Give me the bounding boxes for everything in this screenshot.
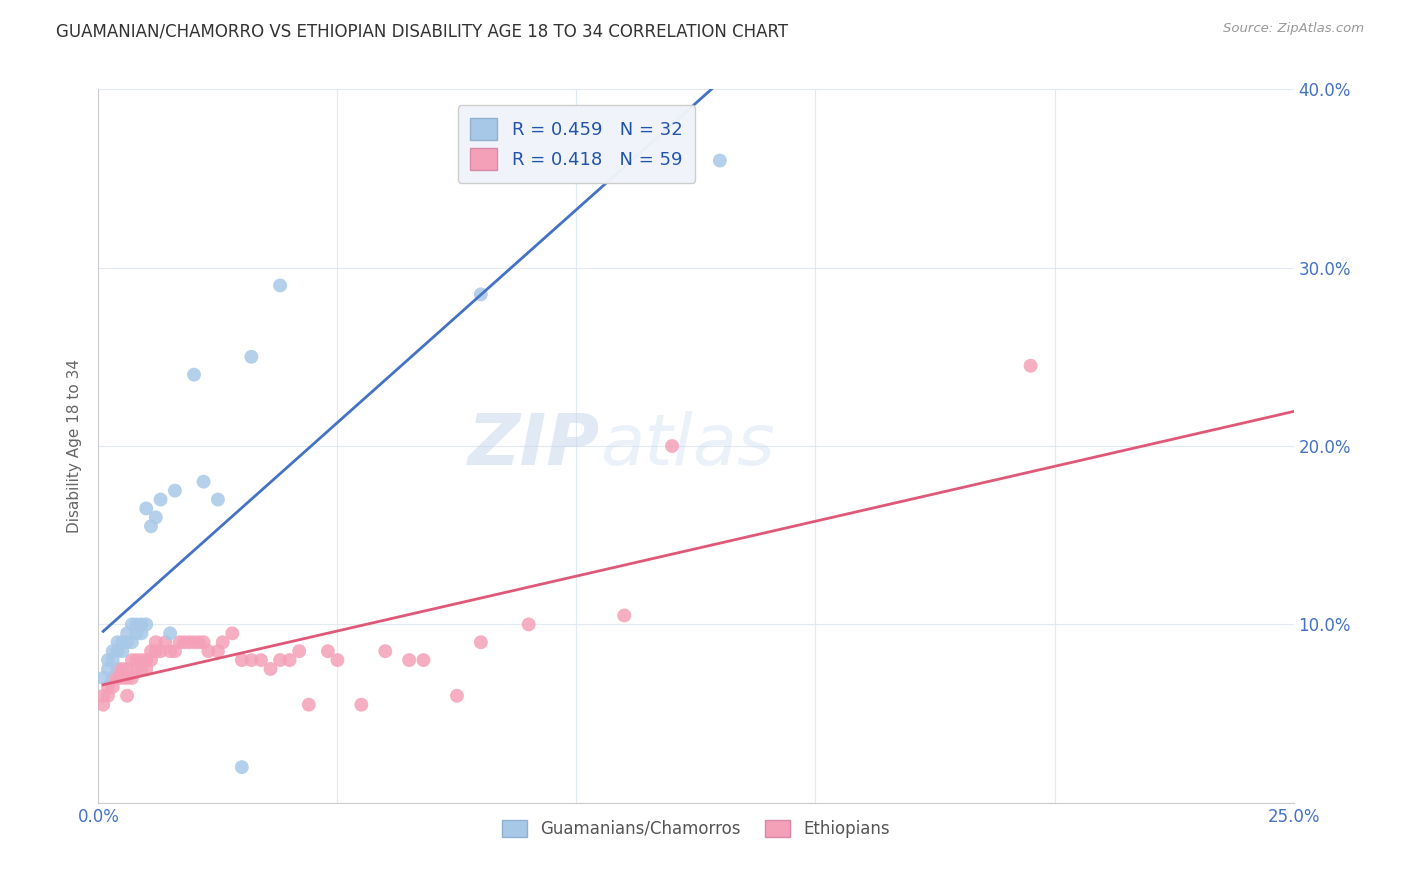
Point bbox=[374, 644, 396, 658]
Point bbox=[613, 608, 636, 623]
Point bbox=[115, 662, 138, 676]
Point bbox=[125, 662, 148, 676]
Point bbox=[125, 626, 148, 640]
Point bbox=[125, 617, 148, 632]
Point bbox=[446, 689, 468, 703]
Point bbox=[350, 698, 373, 712]
Point bbox=[159, 644, 181, 658]
Point bbox=[149, 644, 172, 658]
Point bbox=[326, 653, 349, 667]
Point bbox=[211, 635, 233, 649]
Point bbox=[661, 439, 683, 453]
Point bbox=[155, 635, 177, 649]
Text: ZIP: ZIP bbox=[468, 411, 600, 481]
Point bbox=[131, 617, 153, 632]
Point bbox=[111, 662, 134, 676]
Point bbox=[517, 617, 540, 632]
Point bbox=[298, 698, 321, 712]
Point bbox=[97, 680, 120, 694]
Point bbox=[121, 653, 143, 667]
Point bbox=[145, 635, 167, 649]
Point bbox=[135, 501, 157, 516]
Point bbox=[121, 671, 143, 685]
Point bbox=[207, 492, 229, 507]
Y-axis label: Disability Age 18 to 34: Disability Age 18 to 34 bbox=[67, 359, 83, 533]
Point bbox=[250, 653, 273, 667]
Point bbox=[125, 653, 148, 667]
Point bbox=[131, 662, 153, 676]
Point bbox=[240, 653, 263, 667]
Point bbox=[115, 626, 138, 640]
Point bbox=[135, 653, 157, 667]
Point bbox=[470, 287, 492, 301]
Point bbox=[115, 671, 138, 685]
Point bbox=[97, 653, 120, 667]
Point bbox=[115, 635, 138, 649]
Point bbox=[111, 644, 134, 658]
Point bbox=[269, 653, 291, 667]
Point bbox=[139, 644, 162, 658]
Point bbox=[107, 644, 129, 658]
Point bbox=[135, 617, 157, 632]
Point bbox=[412, 653, 434, 667]
Point bbox=[121, 617, 143, 632]
Point bbox=[183, 635, 205, 649]
Point bbox=[145, 644, 167, 658]
Text: GUAMANIAN/CHAMORRO VS ETHIOPIAN DISABILITY AGE 18 TO 34 CORRELATION CHART: GUAMANIAN/CHAMORRO VS ETHIOPIAN DISABILI… bbox=[56, 22, 789, 40]
Point bbox=[193, 475, 215, 489]
Point bbox=[179, 635, 201, 649]
Point bbox=[111, 671, 134, 685]
Point bbox=[221, 626, 243, 640]
Point bbox=[709, 153, 731, 168]
Legend: Guamanians/Chamorros, Ethiopians: Guamanians/Chamorros, Ethiopians bbox=[495, 813, 897, 845]
Point bbox=[107, 635, 129, 649]
Point bbox=[187, 635, 209, 649]
Point bbox=[207, 644, 229, 658]
Point bbox=[470, 635, 492, 649]
Point bbox=[269, 278, 291, 293]
Point bbox=[97, 662, 120, 676]
Point bbox=[231, 653, 253, 667]
Point bbox=[91, 689, 114, 703]
Point bbox=[139, 519, 162, 533]
Point bbox=[139, 653, 162, 667]
Point bbox=[193, 635, 215, 649]
Point bbox=[398, 653, 420, 667]
Point bbox=[288, 644, 311, 658]
Point bbox=[259, 662, 281, 676]
Point bbox=[135, 662, 157, 676]
Point bbox=[316, 644, 339, 658]
Point bbox=[101, 644, 124, 658]
Point bbox=[111, 635, 134, 649]
Point bbox=[197, 644, 219, 658]
Point bbox=[163, 644, 186, 658]
Point bbox=[183, 368, 205, 382]
Text: atlas: atlas bbox=[600, 411, 775, 481]
Point bbox=[163, 483, 186, 498]
Point bbox=[240, 350, 263, 364]
Point bbox=[173, 635, 195, 649]
Point bbox=[91, 671, 114, 685]
Point bbox=[131, 626, 153, 640]
Point bbox=[149, 492, 172, 507]
Point bbox=[131, 653, 153, 667]
Point bbox=[115, 689, 138, 703]
Point bbox=[97, 689, 120, 703]
Point bbox=[107, 662, 129, 676]
Point bbox=[278, 653, 301, 667]
Point bbox=[169, 635, 191, 649]
Point bbox=[121, 635, 143, 649]
Point bbox=[101, 680, 124, 694]
Text: Source: ZipAtlas.com: Source: ZipAtlas.com bbox=[1223, 22, 1364, 36]
Point bbox=[145, 510, 167, 524]
Point bbox=[107, 671, 129, 685]
Point bbox=[101, 671, 124, 685]
Point bbox=[1019, 359, 1042, 373]
Point bbox=[91, 698, 114, 712]
Point bbox=[101, 653, 124, 667]
Point bbox=[231, 760, 253, 774]
Point bbox=[159, 626, 181, 640]
